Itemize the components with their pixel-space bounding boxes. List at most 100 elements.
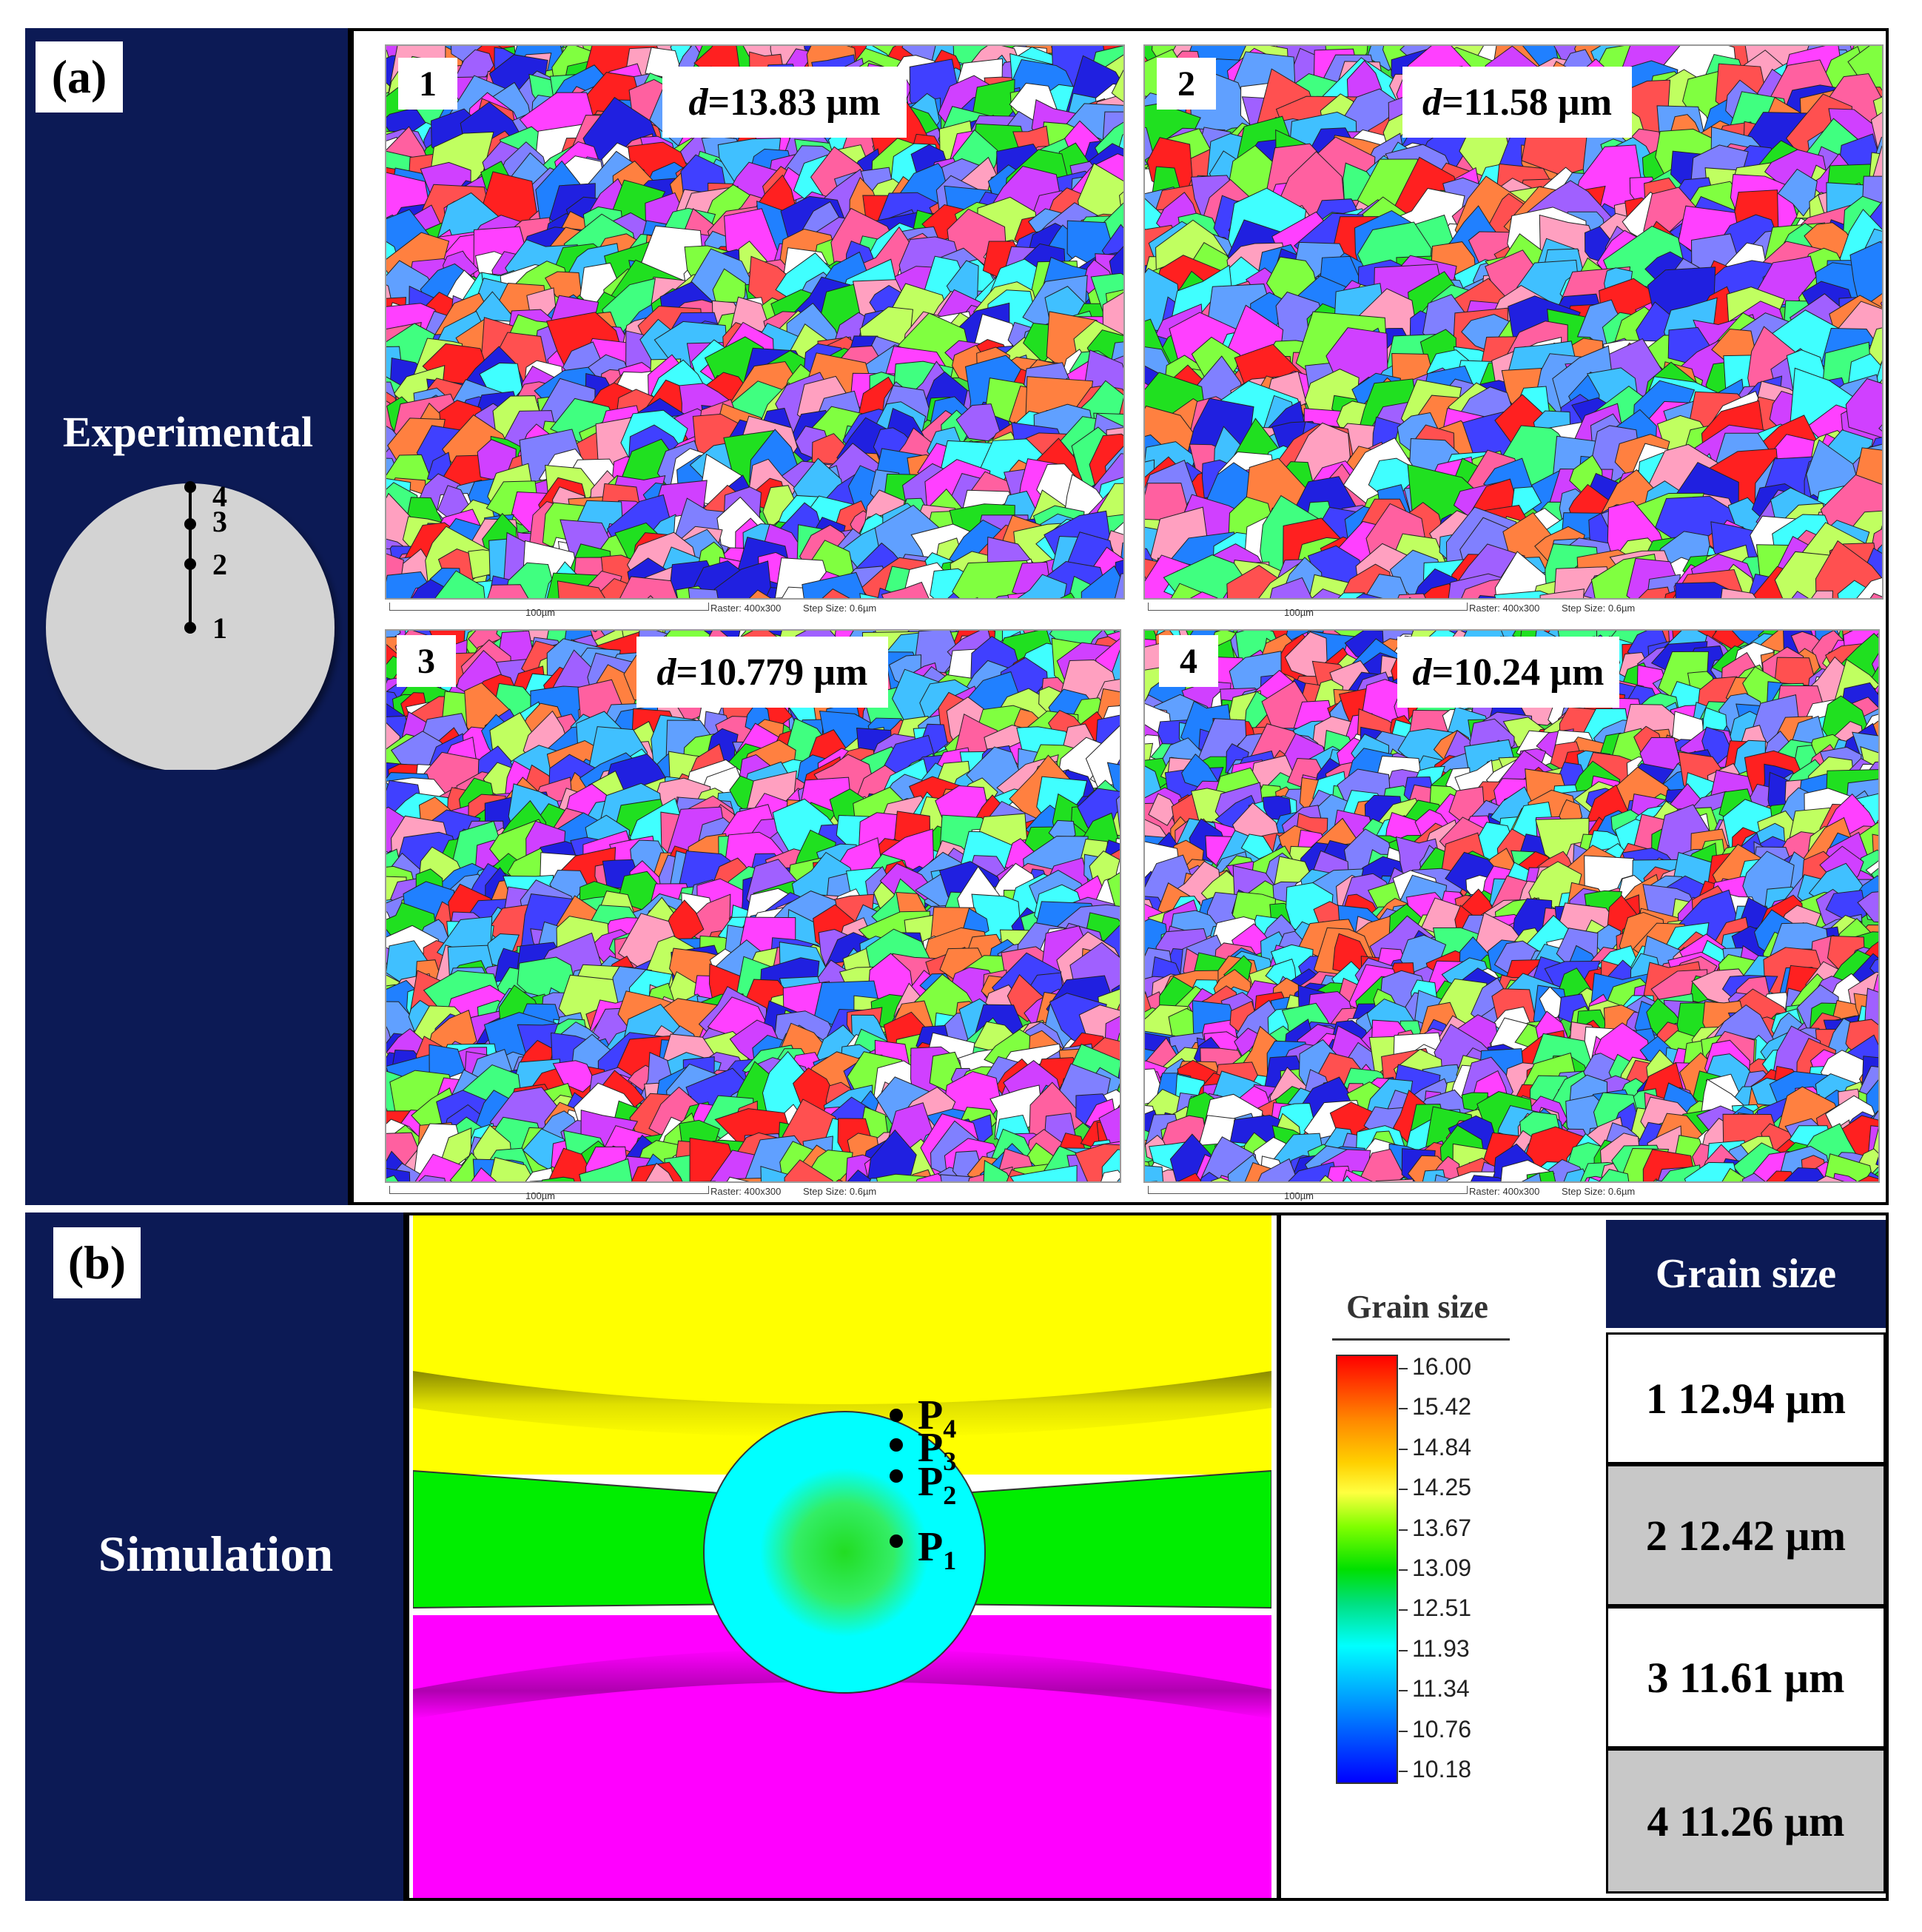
grain (1210, 1177, 1232, 1181)
grain (1721, 588, 1757, 598)
grain (1858, 1175, 1878, 1181)
scalebar-line (389, 1186, 709, 1194)
ebsd-map-2-grain-size: d =11.58 µm (1402, 67, 1632, 138)
legend-title: Grain size (1346, 1289, 1488, 1325)
grain (1638, 586, 1671, 598)
step-label: Step Size: 0.6µm (1562, 1186, 1636, 1197)
panel-b-label: (b) (53, 1227, 141, 1298)
schematic-label-3: 3 (212, 505, 227, 538)
grain (1081, 565, 1123, 598)
grain (1845, 378, 1882, 438)
grain (489, 1156, 535, 1181)
grain (1363, 574, 1409, 598)
panel-a-divider (348, 28, 354, 1205)
grain (441, 1127, 472, 1166)
legend-tick-label: 11.93 (1412, 1634, 1470, 1662)
grain (1784, 1167, 1828, 1181)
ebsd-map-3-scalebar: 100µm Raster: 400x300 Step Size: 0.6µm (385, 1184, 1121, 1204)
point-p4-label: P4 (918, 1392, 956, 1444)
ebsd-map-3 (385, 629, 1121, 1183)
grain (1878, 424, 1882, 432)
schematic-label-2: 2 (212, 548, 227, 581)
legend-tick-label: 13.09 (1412, 1554, 1472, 1581)
grain (591, 631, 598, 633)
legend-tick-label: 10.76 (1412, 1715, 1472, 1743)
grain (1117, 1178, 1120, 1181)
grain (1111, 69, 1123, 104)
grain (821, 588, 850, 598)
grain (1269, 577, 1312, 598)
ebsd-map-1-grain-size: d =13.83 µm (662, 67, 907, 138)
grain (955, 403, 1001, 442)
grain (1408, 597, 1412, 598)
ebsd-map-1-number: 1 (398, 58, 457, 110)
table-header: Grain size (1606, 1220, 1886, 1328)
grain (1521, 1172, 1542, 1181)
grain (1145, 1165, 1163, 1181)
legend-tick-label: 15.42 (1412, 1393, 1472, 1421)
ebsd-map-1-scalebar: 100µm Raster: 400x300 Step Size: 0.6µm (385, 601, 1125, 620)
grain (1311, 588, 1349, 598)
grain (1375, 1178, 1414, 1181)
grain (1791, 591, 1810, 598)
schematic-label-4: 4 (212, 480, 227, 513)
grain (1811, 590, 1833, 598)
grain (1815, 540, 1882, 598)
legend-tick-mark (1399, 1408, 1408, 1410)
point-p3-dot (890, 1438, 903, 1452)
grain (541, 1176, 575, 1181)
grain (557, 580, 605, 598)
point-letter: P (918, 1425, 944, 1471)
table-row-4: 4 11.26 µm (1606, 1748, 1886, 1894)
ebsd-map-4-scalebar: 100µm Raster: 400x300 Step Size: 0.6µm (1143, 1184, 1880, 1204)
grain (881, 581, 930, 598)
point-sub: 4 (943, 1414, 957, 1444)
grain (1177, 1173, 1202, 1181)
step-label: Step Size: 0.6µm (803, 603, 877, 614)
grain (1115, 796, 1120, 832)
d-symbol: d (1422, 81, 1442, 124)
ebsd-map-2 (1143, 44, 1884, 600)
grain (1017, 574, 1067, 598)
grain (867, 1129, 917, 1181)
grain (1397, 593, 1426, 598)
grain (386, 1175, 399, 1181)
grain (1815, 1175, 1845, 1181)
step-label: Step Size: 0.6µm (1562, 603, 1636, 614)
raster-label: Raster: 400x300 (1469, 603, 1540, 614)
point-letter: P (918, 1524, 944, 1570)
grain (1856, 577, 1882, 598)
grain (748, 589, 772, 598)
ebsd-map-3-grains (386, 631, 1120, 1181)
grain (1587, 1176, 1602, 1181)
grain (1360, 1148, 1405, 1181)
point-p1-dot (890, 1534, 903, 1548)
grain (915, 1173, 948, 1181)
grain (1189, 591, 1218, 598)
grain (1494, 551, 1548, 598)
panel-b-divider (403, 1212, 409, 1901)
grain (619, 576, 678, 598)
legend-tick-mark (1399, 1448, 1408, 1450)
grain (1539, 588, 1585, 598)
legend-tick-mark (1399, 1368, 1408, 1369)
grain (1319, 1175, 1334, 1181)
grain (726, 1176, 750, 1181)
schematic-point-3-dot (184, 518, 196, 530)
d-symbol: d (688, 81, 708, 124)
ebsd-map-3-grain-size: d =10.779 µm (636, 637, 888, 708)
grain (1106, 762, 1120, 799)
panel-b-sidebar (25, 1212, 406, 1901)
scalebar-line (1148, 1186, 1468, 1194)
grain (847, 1170, 874, 1181)
scalebar-label: 100µm (525, 1190, 556, 1201)
point-sub: 1 (943, 1546, 957, 1576)
point-sub: 3 (943, 1446, 957, 1477)
point-p4-dot (890, 1409, 903, 1422)
legend-tick-label: 11.34 (1412, 1675, 1470, 1703)
grain (1009, 1164, 1078, 1181)
grain (1343, 1175, 1353, 1181)
grain (762, 485, 798, 529)
legend-tick-label: 14.84 (1412, 1433, 1472, 1460)
grain (1148, 793, 1177, 826)
